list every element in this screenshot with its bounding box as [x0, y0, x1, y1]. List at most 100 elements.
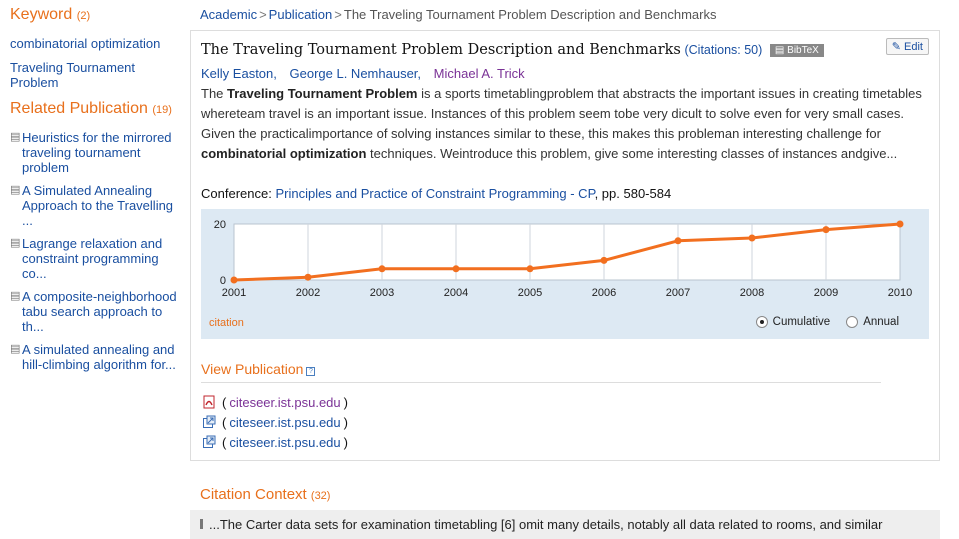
publication-links: (citeseer.ist.psu.edu) (citeseer.ist.psu… — [202, 392, 348, 452]
citation-chart-svg: 0 20 2001 2002 2003 2004 2005 2006 2007 2008 2009 2… — [209, 219, 912, 329]
related-link[interactable]: Heuristics for the mirrored traveling to… — [22, 130, 172, 175]
abstract-highlight: Traveling Tournament Problem — [227, 86, 418, 101]
keyword-list: combinatorial optimization Traveling Tou… — [10, 36, 182, 90]
related-item: ▤ A composite-neighborhood tabu search a… — [10, 289, 182, 334]
breadcrumb-separator: > — [334, 7, 342, 22]
abstract-text: is a sports timetablingproblem that abst… — [201, 86, 922, 141]
paren: ( — [222, 434, 227, 450]
view-publication-title: View Publication — [201, 361, 304, 377]
author-link[interactable]: Michael A. Trick — [433, 66, 525, 81]
paren: ) — [343, 434, 348, 450]
edit-label: Edit — [904, 41, 923, 53]
x-tick-label: 2003 — [370, 287, 394, 299]
data-point — [230, 276, 238, 284]
source-link[interactable]: citeseer.ist.psu.edu — [229, 434, 341, 450]
breadcrumb-publication[interactable]: Publication — [268, 7, 333, 22]
keyword-link[interactable]: Traveling Tournament Problem — [10, 60, 136, 90]
keyword-heading: Keyword (2) — [10, 6, 182, 24]
citation-context-count: (32) — [310, 490, 331, 502]
x-tick-label: 2008 — [740, 287, 764, 299]
view-publication-heading: View Publication? — [201, 361, 881, 383]
radio-cumulative-label[interactable]: Cumulative — [772, 316, 831, 328]
paren: ) — [343, 394, 348, 410]
page-title: The Traveling Tournament Problem Descrip… — [201, 42, 681, 58]
breadcrumb-separator: > — [259, 7, 267, 22]
related-item: ▤ Heuristics for the mirrored traveling … — [10, 130, 182, 175]
citations-link[interactable]: (Citations: 50) — [684, 43, 763, 57]
abstract-text: techniques. Weintroduce this problem, gi… — [366, 146, 898, 161]
related-heading: Related Publication (19) — [10, 100, 182, 118]
legend-citation: citation — [209, 317, 244, 329]
x-tick-label: 2010 — [888, 287, 912, 299]
related-link[interactable]: A simulated annealing and hill-climbing … — [22, 342, 176, 372]
data-point — [378, 265, 386, 273]
source-link[interactable]: citeseer.ist.psu.edu — [229, 394, 341, 410]
abstract-highlight: combinatorial optimization — [201, 146, 367, 161]
data-point — [600, 256, 608, 264]
pdf-icon — [203, 395, 215, 409]
citation-context-title: Citation Context — [200, 486, 307, 503]
keyword-count: (2) — [76, 10, 91, 22]
related-link[interactable]: A Simulated Annealing Approach to the Tr… — [22, 183, 174, 228]
breadcrumb-academic[interactable]: Academic — [200, 7, 258, 22]
conference-link[interactable]: Principles and Practice of Constraint Pr… — [275, 186, 595, 201]
keyword-link[interactable]: combinatorial optimization — [10, 36, 161, 51]
data-point — [822, 226, 830, 234]
related-link[interactable]: Lagrange relaxation and constraint progr… — [22, 236, 163, 281]
document-icon: ▤ — [10, 237, 21, 249]
citation-context-heading: Citation Context (32) — [200, 486, 330, 503]
x-tick-label: 2002 — [296, 287, 320, 299]
data-point — [896, 220, 904, 228]
external-link-icon — [203, 415, 216, 428]
bibtex-icon: ▤ — [774, 45, 788, 56]
sidebar: Keyword (2) combinatorial optimization T… — [10, 0, 182, 380]
quote-bar-icon — [200, 519, 203, 529]
related-item: ▤ Lagrange relaxation and constraint pro… — [10, 236, 182, 281]
help-icon[interactable]: ? — [306, 367, 316, 376]
data-point — [452, 265, 460, 273]
abstract: The Traveling Tournament Problem is a sp… — [201, 84, 931, 164]
source-link[interactable]: citeseer.ist.psu.edu — [229, 414, 341, 430]
citation-context-item: ...The Carter data sets for examination … — [190, 510, 940, 539]
x-tick-label: 2005 — [518, 287, 542, 299]
document-icon: ▤ — [10, 343, 21, 355]
data-point — [674, 237, 682, 245]
keyword-heading-text: Keyword — [10, 6, 73, 23]
publication-card: The Traveling Tournament Problem Descrip… — [190, 30, 940, 461]
paren: ( — [222, 414, 227, 430]
related-heading-text: Related Publication — [10, 100, 148, 117]
link-row: (citeseer.ist.psu.edu) — [202, 432, 348, 452]
y-tick-label: 0 — [220, 275, 226, 287]
conference: Conference: Principles and Practice of C… — [201, 186, 671, 201]
conference-pages: , pp. 580-584 — [594, 186, 672, 201]
bibtex-button[interactable]: ▤ BibTeX — [769, 44, 824, 57]
external-link-icon — [203, 435, 216, 448]
series-line — [233, 222, 901, 282]
data-point — [304, 273, 312, 281]
document-icon: ▤ — [10, 184, 21, 196]
edit-button[interactable]: ✎ Edit — [885, 38, 929, 55]
x-tick-label: 2004 — [444, 287, 468, 299]
related-link[interactable]: A composite-neighborhood tabu search app… — [22, 289, 177, 334]
author-link[interactable]: Kelly Easton, — [201, 66, 277, 81]
radio-annual-label[interactable]: Annual — [863, 316, 899, 328]
x-tick-label: 2001 — [222, 287, 246, 299]
conference-label: Conference: — [201, 186, 272, 201]
bibtex-label: BibTeX — [787, 45, 819, 56]
y-tick-label: 20 — [214, 219, 226, 231]
breadcrumb: Academic > Publication > The Traveling Tourn… — [200, 7, 716, 22]
x-tick-label: 2009 — [814, 287, 838, 299]
data-point — [526, 265, 534, 273]
citation-chart: 0 20 2001 2002 2003 2004 2005 2006 2007 2008 2009 2… — [201, 209, 929, 339]
author-link[interactable]: George L. Nemhauser, — [289, 66, 422, 81]
data-point — [748, 234, 756, 242]
related-count: (19) — [152, 104, 172, 116]
abstract-text: The — [201, 86, 228, 101]
radio-annual[interactable] — [846, 316, 859, 328]
link-row: (citeseer.ist.psu.edu) — [202, 392, 348, 412]
link-row: (citeseer.ist.psu.edu) — [202, 412, 348, 432]
document-icon: ▤ — [10, 131, 21, 143]
paren: ( — [222, 394, 227, 410]
breadcrumb-current: The Traveling Tournament Problem Descrip… — [343, 7, 717, 22]
radio-cumulative[interactable] — [755, 316, 768, 328]
